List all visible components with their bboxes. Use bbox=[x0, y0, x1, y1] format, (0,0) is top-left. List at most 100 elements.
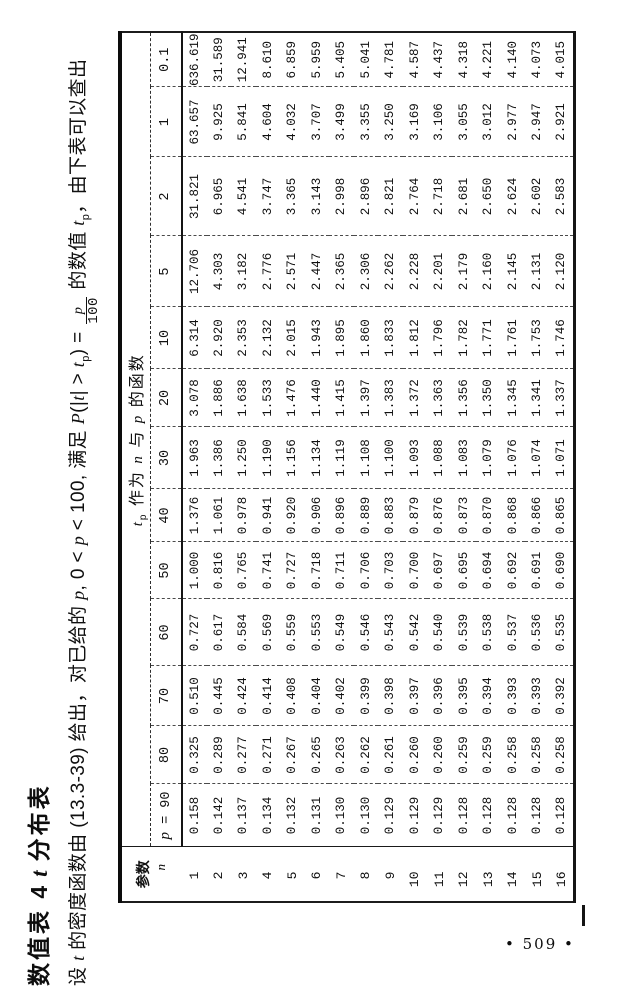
column-label: 0.1 bbox=[150, 31, 182, 87]
value-cell: 2.131 bbox=[525, 236, 550, 307]
value-cell: 0.690 bbox=[549, 542, 574, 599]
spanning-header-text: 的函数 bbox=[128, 353, 146, 414]
row-n-cell: 1 bbox=[182, 847, 207, 902]
value-cell: 0.261 bbox=[378, 726, 403, 784]
value-cell: 0.889 bbox=[353, 489, 378, 542]
value-cell: 0.260 bbox=[427, 726, 452, 784]
value-cell: 3.182 bbox=[231, 236, 256, 307]
table-row: 16 0.128 0.258 0.392 0.535 0.690 0.865 1.071 1.3… bbox=[549, 31, 574, 902]
table-row: 15 0.128 0.258 0.393 0.536 0.691 0.866 1.074 1.3… bbox=[525, 31, 550, 902]
value-cell: 0.128 bbox=[554, 796, 568, 835]
page-title: 数值表 4 t 分布表 bbox=[20, 783, 54, 986]
value-cell: 2.947 bbox=[525, 87, 550, 157]
table-row: 1 0.158 0.325 0.510 0.727 1.000 1.376 1.963 3.07… bbox=[182, 31, 207, 902]
table-row: 5 0.132 0.267 0.408 0.559 0.727 0.920 1.156 1.47… bbox=[280, 31, 305, 902]
value-cell: 636.619 bbox=[182, 31, 207, 87]
value-cell: 1.093 bbox=[402, 427, 427, 489]
value-cell: 1.341 bbox=[525, 369, 550, 427]
table-header-row-1: 参数 n tp 作为 n 与 p 的函数 bbox=[120, 31, 182, 902]
value-cell: 0.129 bbox=[407, 796, 422, 835]
value-cell: 0.137 bbox=[236, 796, 251, 835]
value-cell: 6.859 bbox=[280, 31, 305, 87]
var-p: p bbox=[157, 832, 174, 840]
value-cell: 0.865 bbox=[549, 489, 574, 542]
value-cell: 2.650 bbox=[476, 157, 501, 236]
value-cell: 31.821 bbox=[182, 157, 207, 236]
equals-sign: = bbox=[159, 807, 175, 833]
value-cell: 12.941 bbox=[231, 31, 256, 87]
value-cell: 1.440 bbox=[304, 369, 329, 427]
row-n-cell: 8 bbox=[353, 847, 378, 902]
value-cell: 2.571 bbox=[280, 236, 305, 307]
value-cell: 0.325 bbox=[182, 726, 207, 784]
value-cell: 2.447 bbox=[304, 236, 329, 307]
value-cell: 0.584 bbox=[231, 599, 256, 666]
value-cell: 0.393 bbox=[500, 666, 525, 726]
value-cell: 1.638 bbox=[231, 369, 256, 427]
value-cell: 0.259 bbox=[451, 726, 476, 784]
intro-text: | > bbox=[68, 367, 89, 396]
value-cell: 1.383 bbox=[378, 369, 403, 427]
value-cell: 1.337 bbox=[549, 369, 574, 427]
value-cell: 0.706 bbox=[353, 542, 378, 599]
value-cell: 1.812 bbox=[402, 307, 427, 369]
value-cell: 0.130 bbox=[334, 796, 349, 835]
value-cell: 2.896 bbox=[353, 157, 378, 236]
spanning-header-text: 作为 bbox=[128, 463, 146, 513]
value-cell: 0.277 bbox=[231, 726, 256, 784]
value-cell: 0.866 bbox=[525, 489, 550, 542]
value-cell: 2.821 bbox=[378, 157, 403, 236]
intro-text: ) = bbox=[68, 325, 89, 356]
value-cell: 0.128 bbox=[456, 796, 471, 835]
value-cell: 2.602 bbox=[525, 157, 550, 236]
value-cell: 5.959 bbox=[304, 31, 329, 87]
value-cell: 3.707 bbox=[304, 87, 329, 157]
value-cell: 0.691 bbox=[525, 542, 550, 599]
value-cell: 2.921 bbox=[549, 87, 574, 157]
value-cell: 5.405 bbox=[329, 31, 354, 87]
value-cell: 1.386 bbox=[206, 427, 231, 489]
value-cell: 0.868 bbox=[500, 489, 525, 542]
column-label-value: 90 bbox=[159, 791, 175, 808]
subscript-p: p bbox=[137, 512, 149, 521]
value-cell: 0.260 bbox=[402, 726, 427, 784]
value-cell: 4.015 bbox=[549, 31, 574, 87]
row-n-cell: 11 bbox=[427, 847, 452, 902]
value-cell: 0.695 bbox=[451, 542, 476, 599]
value-cell: 1.074 bbox=[525, 427, 550, 489]
column-label: 40 bbox=[150, 489, 182, 542]
title-table-name: 分布表 bbox=[26, 783, 52, 862]
value-cell: 1.895 bbox=[329, 307, 354, 369]
value-cell: 1.415 bbox=[329, 369, 354, 427]
value-cell: 1.397 bbox=[353, 369, 378, 427]
var-t: t bbox=[68, 395, 88, 401]
value-cell: 2.681 bbox=[451, 157, 476, 236]
column-label: 30 bbox=[150, 427, 182, 489]
value-cell: 2.306 bbox=[353, 236, 378, 307]
value-cell: 0.132 bbox=[285, 796, 300, 835]
value-cell: 4.073 bbox=[525, 31, 550, 87]
value-cell: 0.883 bbox=[378, 489, 403, 542]
value-cell: 0.539 bbox=[451, 599, 476, 666]
var-t: t bbox=[68, 361, 88, 368]
value-cell: 0.265 bbox=[304, 726, 329, 784]
value-cell: 1.761 bbox=[500, 307, 525, 369]
column-label: 70 bbox=[150, 666, 182, 726]
value-cell: 5.841 bbox=[231, 87, 256, 157]
value-cell: 0.258 bbox=[525, 726, 550, 784]
spanning-header-text: 与 bbox=[128, 423, 146, 455]
value-cell: 0.397 bbox=[402, 666, 427, 726]
value-cell: 3.055 bbox=[451, 87, 476, 157]
value-cell: 0.727 bbox=[280, 542, 305, 599]
value-cell: 2.353 bbox=[231, 307, 256, 369]
value-cell: 0.711 bbox=[329, 542, 354, 599]
table-body: 1 0.158 0.325 0.510 0.727 1.000 1.376 1.963 3.07… bbox=[182, 31, 574, 902]
value-cell: 0.727 bbox=[182, 599, 207, 666]
value-cell: 1.190 bbox=[255, 427, 280, 489]
table-row: 9 0.129 0.261 0.398 0.543 0.703 0.883 1.100 1.38… bbox=[378, 31, 403, 902]
value-cell: 0.700 bbox=[402, 542, 427, 599]
intro-text: 设 bbox=[68, 960, 89, 986]
value-cell: 1.753 bbox=[525, 307, 550, 369]
var-P: P bbox=[68, 412, 88, 425]
